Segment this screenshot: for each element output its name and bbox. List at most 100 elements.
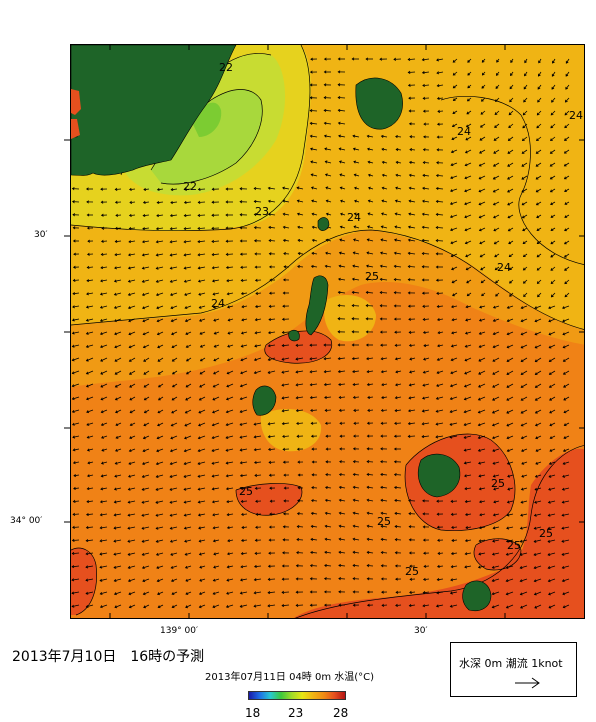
current-arrow [564,149,570,154]
arrow-head [547,500,551,504]
current-arrow [380,252,388,255]
arrow-head [422,186,425,190]
arrow-head [72,422,75,426]
current-arrow [312,239,318,242]
arrow-head [72,239,76,243]
arrow-head [492,474,496,478]
arrow-head [564,138,567,141]
arrow-head [100,487,104,491]
current-arrow [128,591,136,595]
arrow-head [338,251,342,255]
current-arrow [563,435,570,439]
current-arrow [339,396,346,398]
arrow-head [268,304,272,308]
current-arrow [549,409,556,414]
arrow-head [451,280,455,284]
current-arrow [438,331,444,334]
arrow-head [268,317,272,322]
current-arrow [436,604,444,607]
arrow-head [367,408,370,412]
current-arrow [142,526,150,529]
current-arrow [451,149,458,153]
arrow-head [324,498,328,502]
arrow-head [562,306,565,310]
arrow-head [407,238,411,242]
arrow-head [423,551,426,555]
current-arrow [492,565,500,569]
arrow-head [367,225,370,229]
current-arrow [479,305,486,308]
arrow-head [552,60,555,64]
current-arrow [478,474,486,477]
current-arrow [550,188,556,193]
arrow-head [491,423,495,427]
current-arrow [212,422,220,426]
arrow-head [86,265,90,269]
current-arrow [115,409,122,413]
arrow-head [565,86,569,90]
current-arrow [534,331,542,335]
arrow-head [113,500,117,504]
current-arrow [213,552,220,555]
arrow-head [71,371,75,375]
current-arrow [537,97,542,103]
current-arrow [535,409,542,414]
current-arrow [172,357,178,362]
current-arrow [86,344,94,348]
current-arrow [451,136,458,140]
arrow-head [127,500,131,504]
arrow-head [72,305,75,309]
arrow-head [407,409,411,413]
arrow-head [380,447,383,451]
current-arrow [310,161,318,164]
current-arrow [128,266,136,269]
current-arrow [492,435,500,439]
arrow-head [479,137,483,141]
current-arrow [466,123,472,128]
current-arrow [114,526,122,529]
arrow-head [171,332,174,336]
current-arrow [550,266,556,271]
current-arrow [100,357,108,362]
current-arrow [241,305,248,308]
current-arrow [214,331,220,335]
current-arrow [552,58,556,64]
current-arrow [199,396,206,401]
arrow-head [423,344,427,348]
arrow-head [155,539,159,543]
arrow-head [393,264,397,268]
arrow-head [100,279,103,283]
arrow-head [325,199,329,203]
current-arrow [86,318,94,321]
miyakejima [417,453,461,498]
arrow-head [143,423,147,427]
arrow-head [99,605,103,609]
current-arrow [170,253,178,256]
arrow-head [185,605,189,609]
current-arrow [197,461,206,465]
arrow-head [368,186,371,190]
current-arrow [549,344,556,349]
arrow-head [169,539,173,543]
arrow-head [464,331,468,335]
current-arrow [395,213,402,216]
current-arrow [395,357,402,360]
current-arrow [129,396,136,401]
current-arrow [227,565,234,568]
arrow-head [478,189,482,193]
arrow-head [155,293,159,297]
arrow-head [339,225,343,229]
sea-26-patch [236,483,302,516]
current-arrow [143,214,150,217]
current-arrow [86,357,94,362]
current-arrow [408,239,416,242]
current-arrow [535,175,542,180]
current-arrow [170,201,178,204]
current-arrow [157,422,164,426]
current-arrow [436,409,444,412]
current-arrow [155,500,164,504]
arrow-head [212,397,216,401]
current-arrow [409,357,416,360]
arrow-head [198,539,202,543]
arrow-head [323,83,327,87]
